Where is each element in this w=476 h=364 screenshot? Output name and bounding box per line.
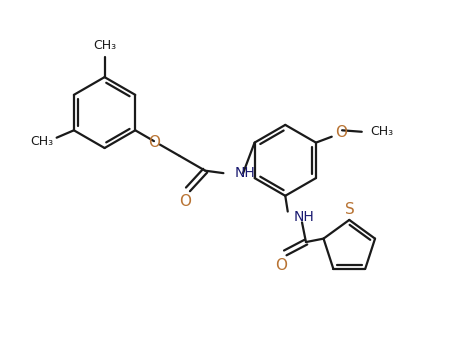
Text: O: O <box>148 135 160 150</box>
Text: NH: NH <box>234 166 255 180</box>
Text: CH₃: CH₃ <box>369 125 392 138</box>
Text: NH: NH <box>293 210 313 225</box>
Text: CH₃: CH₃ <box>93 39 116 52</box>
Text: CH₃: CH₃ <box>30 135 53 148</box>
Text: O: O <box>178 194 190 209</box>
Text: O: O <box>275 258 287 273</box>
Text: O: O <box>334 125 346 140</box>
Text: S: S <box>345 202 355 217</box>
